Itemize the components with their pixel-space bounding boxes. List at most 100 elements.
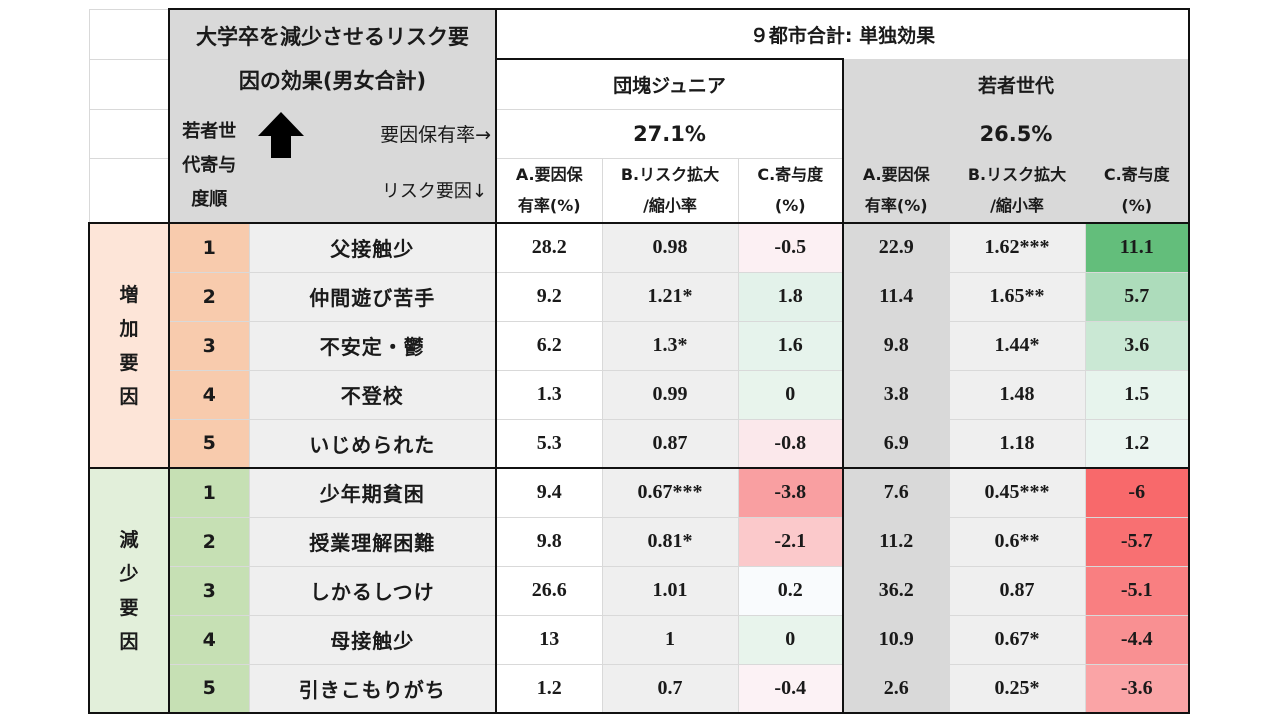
risk-factor-table: 大学卒を減少させるリスク要 因の効果(男女合計) ９都市合計: 単独効果 団塊ジ… [88, 8, 1190, 714]
rank-order-label-line-1: 若者世 [182, 120, 237, 142]
junior-contribution-cell: -2.1 [737, 516, 844, 567]
factor-name-cell: 引きこもりがち [248, 663, 497, 714]
table-row: 2 授業理解困難 9.8 0.81* -2.1 11.2 0.6** -5.7 [89, 516, 1190, 567]
junior-possession-cell: 5.3 [495, 418, 603, 469]
junior-possession-cell: 9.8 [495, 516, 603, 567]
junior-risk-ratio-cell: 1.01 [601, 565, 739, 616]
generation-header-young: 若者世代 [842, 58, 1190, 110]
factor-name-cell: 不安定・鬱 [248, 320, 497, 371]
table-title-line-2: 因の効果(男女合計) [238, 69, 427, 94]
junior-possession-cell: 1.3 [495, 369, 603, 420]
decrease-factors-group-label: 減少要因 [88, 467, 170, 714]
factor-name-cell: 少年期貧困 [248, 467, 497, 518]
young-contribution-cell: -5.1 [1084, 565, 1190, 616]
factor-name-cell: 不登校 [248, 369, 497, 420]
young-risk-ratio-cell: 1.44* [948, 320, 1086, 371]
risk-factor-label: リスク要因↓ [381, 181, 487, 203]
young-contribution-cell: 1.2 [1084, 418, 1190, 469]
junior-risk-ratio-cell: 0.81* [601, 516, 739, 567]
rank-cell: 3 [168, 565, 250, 616]
junior-col-b-header: B.リスク拡大/縮小率 [601, 157, 739, 224]
blank-corner-3 [88, 108, 170, 159]
junior-contribution-cell: -0.8 [737, 418, 844, 469]
table-title-line-1: 大学卒を減少させるリスク要 [196, 25, 469, 50]
young-possession-cell: 10.9 [842, 614, 950, 665]
table-title: 大学卒を減少させるリスク要 因の効果(男女合計) [168, 8, 497, 110]
factor-name-cell: いじめられた [248, 418, 497, 469]
junior-col-c-header: C.寄与度 (%) [737, 157, 844, 224]
factor-name-cell: 母接触少 [248, 614, 497, 665]
young-possession-cell: 2.6 [842, 663, 950, 714]
young-contribution-cell: -5.7 [1084, 516, 1190, 567]
young-risk-ratio-cell: 0.45*** [948, 467, 1086, 518]
junior-risk-ratio-cell: 0.87 [601, 418, 739, 469]
young-risk-ratio-cell: 1.48 [948, 369, 1086, 420]
table-row: 増加要因 1 父接触少 28.2 0.98 -0.5 22.9 1.62*** 11.1 [88, 222, 1190, 469]
rank-cell: 2 [168, 271, 250, 322]
young-col-b-header: B.リスク拡大/縮小率 [948, 157, 1086, 224]
increase-factors-group-label: 増加要因 [88, 222, 170, 469]
table-row: 2 仲間遊び苦手 9.2 1.21* 1.8 11.4 1.65** 5.7 [89, 271, 1190, 322]
junior-possession-cell: 28.2 [495, 222, 603, 273]
blank-corner-1 [88, 8, 170, 60]
young-risk-ratio-cell: 0.6** [948, 516, 1086, 567]
young-contribution-cell: 3.6 [1084, 320, 1190, 371]
junior-contribution-cell: 0.2 [737, 565, 844, 616]
young-risk-ratio-cell: 1.18 [948, 418, 1086, 469]
junior-risk-ratio-cell: 1.3* [601, 320, 739, 371]
possession-rate-label: 要因保有率→ [380, 124, 491, 146]
young-contribution-cell: -6 [1084, 467, 1190, 518]
junior-contribution-cell: 1.8 [737, 271, 844, 322]
junior-risk-ratio-cell: 0.67*** [601, 467, 739, 518]
rank-cell: 5 [168, 663, 250, 714]
young-possession-cell: 6.9 [842, 418, 950, 469]
rank-order-label: 若者世 代寄与 度順 [168, 108, 250, 224]
risk-factor-label-cell: リスク要因↓ [248, 157, 497, 224]
rank-order-label-line-3: 度順 [191, 188, 228, 210]
junior-possession-cell: 13 [495, 614, 603, 665]
rank-cell: 4 [168, 614, 250, 665]
table-row: 5 引きこもりがち 1.2 0.7 -0.4 2.6 0.25* -3.6 [89, 663, 1190, 714]
junior-possession-cell: 9.4 [495, 467, 603, 518]
rank-cell: 1 [168, 222, 250, 273]
young-possession-rate: 26.5% [842, 108, 1190, 159]
blank-corner-4 [88, 157, 170, 224]
table-row: 3 不安定・鬱 6.2 1.3* 1.6 9.8 1.44* 3.6 [89, 320, 1190, 371]
factor-name-cell: しかるしつけ [248, 565, 497, 616]
table-row: 4 母接触少 13 1 0 10.9 0.67* -4.4 [89, 614, 1190, 665]
young-possession-cell: 22.9 [842, 222, 950, 273]
young-risk-ratio-cell: 1.65** [948, 271, 1086, 322]
junior-possession-cell: 26.6 [495, 565, 603, 616]
junior-risk-ratio-cell: 0.98 [601, 222, 739, 273]
rank-order-label-line-2: 代寄与 [182, 154, 237, 176]
junior-possession-cell: 6.2 [495, 320, 603, 371]
young-contribution-cell: 1.5 [1084, 369, 1190, 420]
young-risk-ratio-cell: 0.25* [948, 663, 1086, 714]
table-row: 4 不登校 1.3 0.99 0 3.8 1.48 1.5 [89, 369, 1190, 420]
factor-name-cell: 父接触少 [248, 222, 497, 273]
young-risk-ratio-cell: 0.67* [948, 614, 1086, 665]
possession-rate-label-cell: 要因保有率→ [248, 108, 497, 159]
young-possession-cell: 3.8 [842, 369, 950, 420]
table-body: 増加要因 1 父接触少 28.2 0.98 -0.5 22.9 1.62*** 11.1 2 仲間遊… [88, 222, 1190, 714]
factor-name-cell: 仲間遊び苦手 [248, 271, 497, 322]
young-col-c-header: C.寄与度 (%) [1084, 157, 1190, 224]
junior-contribution-cell: -0.5 [737, 222, 844, 273]
junior-contribution-cell: -3.8 [737, 467, 844, 518]
junior-risk-ratio-cell: 1.21* [601, 271, 739, 322]
young-possession-cell: 7.6 [842, 467, 950, 518]
table-row: 3 しかるしつけ 26.6 1.01 0.2 36.2 0.87 -5.1 [89, 565, 1190, 616]
young-col-a-header: A.要因保 有率(%) [842, 157, 950, 224]
junior-col-a-header: A.要因保 有率(%) [495, 157, 603, 224]
junior-possession-rate: 27.1% [495, 108, 844, 159]
young-possession-cell: 11.2 [842, 516, 950, 567]
junior-risk-ratio-cell: 0.99 [601, 369, 739, 420]
rank-cell: 3 [168, 320, 250, 371]
rank-cell: 2 [168, 516, 250, 567]
generation-header-junior: 団塊ジュニア [495, 58, 844, 110]
young-possession-cell: 36.2 [842, 565, 950, 616]
junior-possession-cell: 9.2 [495, 271, 603, 322]
young-contribution-cell: -3.6 [1084, 663, 1190, 714]
rank-cell: 4 [168, 369, 250, 420]
junior-possession-cell: 1.2 [495, 663, 603, 714]
